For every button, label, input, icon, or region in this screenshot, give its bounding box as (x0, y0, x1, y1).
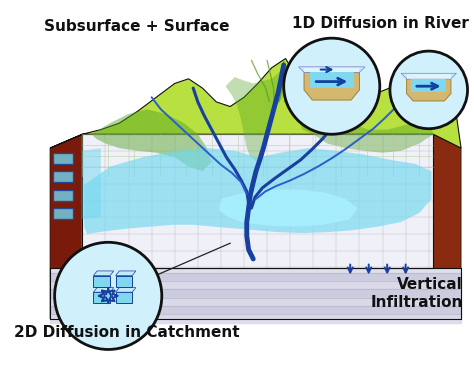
FancyBboxPatch shape (53, 153, 73, 164)
Circle shape (284, 38, 380, 134)
Circle shape (390, 51, 467, 129)
Text: Vertical
Infiltration: Vertical Infiltration (371, 278, 463, 310)
Circle shape (55, 242, 162, 349)
Polygon shape (116, 271, 136, 276)
Polygon shape (116, 292, 132, 303)
Polygon shape (84, 148, 431, 234)
Polygon shape (82, 148, 101, 219)
Polygon shape (50, 268, 461, 319)
Text: 1D Diffusion in River: 1D Diffusion in River (292, 16, 468, 31)
Text: Subsurface + Surface: Subsurface + Surface (44, 19, 229, 34)
FancyBboxPatch shape (53, 190, 73, 201)
FancyBboxPatch shape (53, 208, 73, 219)
Polygon shape (50, 59, 461, 148)
Polygon shape (219, 190, 357, 227)
Polygon shape (93, 292, 110, 303)
Polygon shape (401, 73, 456, 79)
Polygon shape (304, 68, 359, 72)
Polygon shape (93, 276, 110, 287)
Polygon shape (411, 79, 447, 92)
Text: 2D Diffusion in Catchment: 2D Diffusion in Catchment (14, 325, 239, 340)
Polygon shape (93, 271, 114, 276)
Polygon shape (304, 72, 359, 100)
FancyBboxPatch shape (53, 171, 73, 182)
Polygon shape (93, 288, 114, 292)
Polygon shape (82, 134, 433, 268)
Polygon shape (407, 79, 451, 101)
Polygon shape (116, 276, 132, 287)
Polygon shape (433, 134, 461, 319)
Polygon shape (116, 288, 136, 292)
Polygon shape (300, 106, 433, 153)
Polygon shape (226, 65, 295, 162)
Polygon shape (91, 109, 212, 171)
Polygon shape (299, 67, 365, 72)
Polygon shape (407, 74, 451, 79)
Polygon shape (50, 134, 82, 319)
Polygon shape (310, 72, 354, 88)
